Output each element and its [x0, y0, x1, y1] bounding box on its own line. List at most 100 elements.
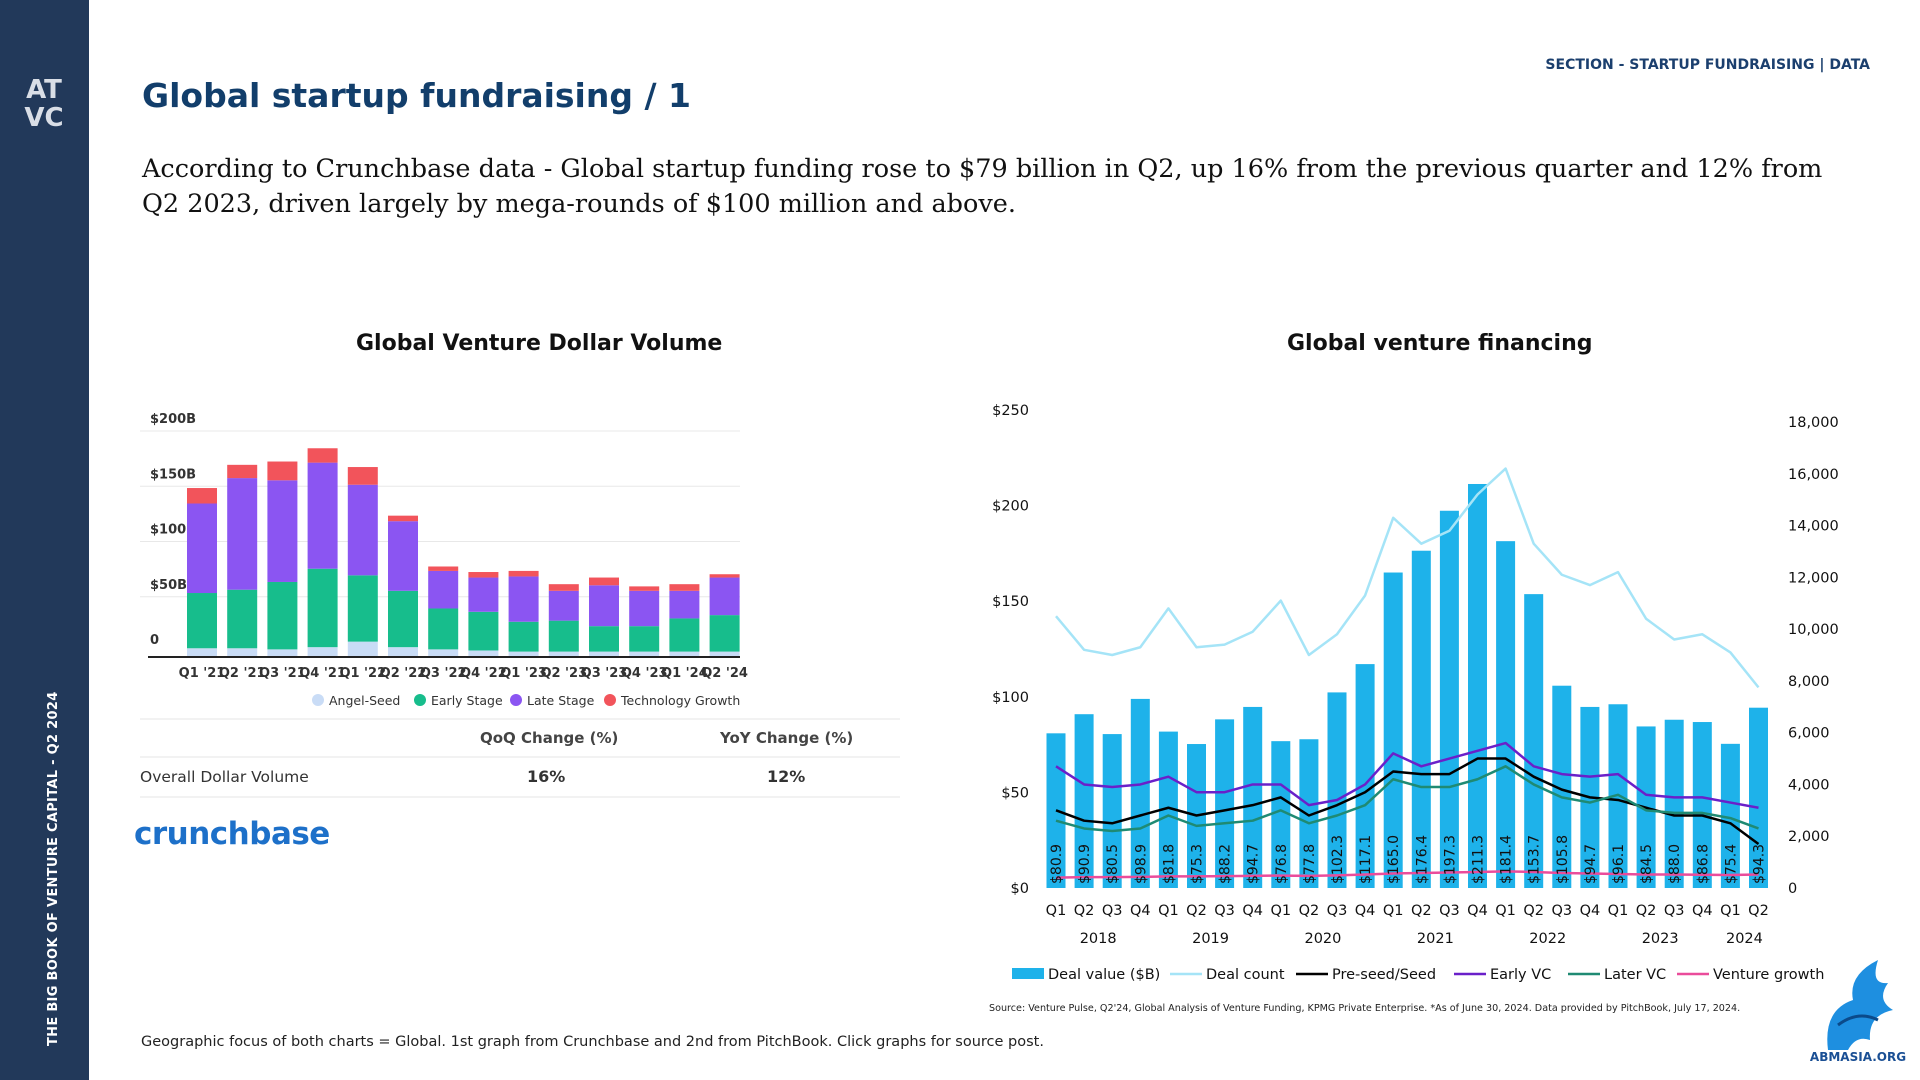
abmasia-logo[interactable]: ABMASIA.ORG: [1808, 955, 1908, 1065]
right-x-tick-label: Q2: [1748, 903, 1769, 919]
right-y-left-tick: $50: [1001, 785, 1029, 801]
left-bar-segment: [388, 590, 418, 648]
deal-value-label: $90.9: [1077, 844, 1093, 884]
right-x-tick-label: Q1: [1495, 903, 1516, 919]
deal-value-bar: [1664, 719, 1684, 888]
left-bar-segment: [307, 647, 338, 656]
left-bar-segment: [428, 570, 459, 609]
deal-value-bar: [1243, 706, 1263, 888]
left-bar-segment: [548, 620, 579, 652]
left-bar-segment: [669, 618, 700, 652]
right-x-tick-label: Q3: [1439, 903, 1460, 919]
deal-value-bar: [1692, 722, 1712, 888]
deal-value-label: $84.5: [1639, 844, 1655, 884]
left-x-tick-label: Q1 '23: [500, 666, 547, 681]
deal-value-label: $176.4: [1414, 835, 1430, 884]
right-x-tick-label: Q3: [1327, 903, 1348, 919]
right-year-label: 2020: [1304, 931, 1341, 947]
right-x-tick-label: Q1: [1270, 903, 1291, 919]
left-bar-segment: [629, 626, 660, 652]
logo-letters-bottom: VC: [24, 103, 63, 132]
right-chart-title: Global venture financing: [1287, 331, 1593, 356]
deal-value-bar: [1074, 714, 1094, 888]
left-bar-segment: [307, 448, 338, 463]
left-bar-segment: [508, 621, 539, 652]
left-bar-segment: [388, 647, 418, 656]
right-y-right-tick: 4,000: [1788, 777, 1830, 793]
deal-value-label: $211.3: [1471, 835, 1487, 884]
left-bar-segment: [187, 503, 217, 594]
deal-value-bar: [1355, 664, 1375, 888]
right-y-right-tick: 6,000: [1788, 726, 1830, 742]
deal-value-label: $197.3: [1442, 835, 1458, 884]
sidebar-vertical-title: THE BIG BOOK OF VENTURE CAPITAL - Q2 202…: [46, 691, 61, 1046]
left-bar-segment: [347, 484, 378, 576]
left-bar-segment: [428, 566, 459, 571]
left-bar-segment: [709, 574, 740, 578]
left-bar-segment: [347, 467, 378, 485]
left-legend-marker: [604, 694, 616, 706]
right-y-right-tick: 2,000: [1788, 829, 1830, 845]
right-combo-chart[interactable]: $0 $50 $100 $150 $200 $250 0 2,000 4,000 6,000 8,0…: [980, 395, 1850, 1015]
left-legend-marker: [312, 694, 324, 706]
left-bar-segment: [629, 586, 660, 591]
deal-value-label: $81.8: [1161, 844, 1177, 884]
left-legend-label: Angel-Seed: [329, 693, 400, 708]
left-legend-label: Technology Growth: [620, 693, 740, 708]
deal-value-label: $80.5: [1105, 844, 1121, 884]
right-legend-label: Deal value ($B): [1048, 967, 1160, 983]
left-bar-segment: [589, 651, 619, 656]
right-y-right-tick: 0: [1788, 881, 1797, 897]
right-legend-label: Venture growth: [1713, 967, 1824, 983]
right-year-label: 2024: [1726, 931, 1763, 947]
series-line-deal-count: [1055, 467, 1760, 689]
left-bar-segment: [468, 650, 499, 656]
left-bar-segment: [629, 651, 660, 656]
deal-value-label: $76.8: [1274, 844, 1290, 884]
deal-value-label: $102.3: [1330, 835, 1346, 884]
deal-value-label: $75.4: [1723, 844, 1739, 884]
left-bar-segment: [629, 590, 660, 627]
left-bar-segment: [187, 648, 217, 656]
deal-value-bar: [1215, 719, 1235, 888]
left-bar-segment: [227, 589, 258, 649]
left-bar-segment: [347, 575, 378, 642]
left-x-tick-label: Q4 '22: [460, 666, 507, 681]
deal-value-bar: [1383, 572, 1403, 888]
lead-paragraph: According to Crunchbase data - Global st…: [142, 154, 1823, 219]
right-source-note: Source: Venture Pulse, Q2'24, Global Ana…: [989, 1003, 1740, 1014]
left-bar-segment: [589, 577, 619, 586]
left-bar-segment: [388, 521, 418, 591]
right-x-tick-label: Q2: [1411, 903, 1432, 919]
deal-value-bar: [1271, 741, 1291, 888]
left-legend-marker: [414, 694, 426, 706]
deal-value-label: $88.2: [1218, 844, 1234, 884]
left-bar-segment: [548, 651, 579, 656]
deal-value-bar: [1468, 483, 1487, 888]
sidebar: AT VC THE BIG BOOK OF VENTURE CAPITAL - …: [0, 0, 89, 1080]
atvc-logo: AT VC: [24, 75, 63, 132]
left-bar-segment: [709, 615, 740, 652]
deal-value-bar: [1327, 692, 1347, 888]
table-header-yoy: YoY Change (%): [719, 729, 853, 747]
right-year-label: 2022: [1529, 931, 1566, 947]
left-bar-segment: [267, 581, 298, 650]
right-x-tick-label: Q4: [1692, 903, 1713, 919]
bird-wing-icon: [1837, 1014, 1879, 1027]
deal-value-bar: [1749, 707, 1768, 888]
left-x-tick-label: Q2 '21: [219, 666, 266, 681]
right-x-tick-label: Q1: [1720, 903, 1741, 919]
deal-value-label: $181.4: [1499, 835, 1515, 884]
right-y-left-tick: $200: [992, 499, 1029, 515]
deal-value-label: $96.1: [1611, 844, 1627, 884]
left-x-tick-label: Q3 '21: [259, 666, 306, 681]
left-x-tick-label: Q1 '24: [661, 666, 708, 681]
right-y-right-tick: 8,000: [1788, 674, 1830, 690]
deal-value-label: $94.3: [1752, 844, 1768, 884]
crunchbase-logo[interactable]: crunchbase: [134, 816, 330, 852]
right-x-tick-label: Q4: [1355, 903, 1376, 919]
right-legend-label: Pre-seed/Seed: [1332, 967, 1436, 983]
left-bar-segment: [307, 462, 338, 569]
left-bar-segment: [428, 608, 459, 650]
